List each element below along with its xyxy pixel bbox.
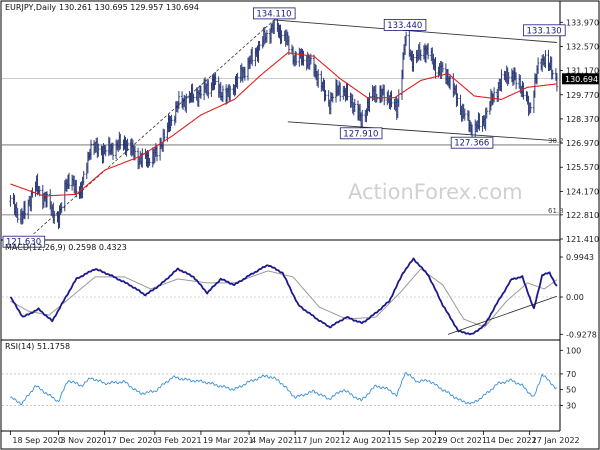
- x-tick-label: 14 Dec 2021: [486, 436, 537, 445]
- price-y-tick-label: 125.570: [566, 163, 599, 172]
- x-tick-label: 27 Jan 2022: [532, 436, 580, 445]
- price-annotation-box-3: [339, 127, 383, 140]
- rsi-y-tick-label: 50: [566, 386, 576, 395]
- channel-upper-line: [274, 19, 557, 43]
- price-annotation-box-5: [2, 235, 46, 248]
- fib-label-61-8: 61.8: [548, 207, 564, 215]
- axes: 133.970 132.570 131.170 129.770 128.370 126.9…: [9, 18, 599, 445]
- price-y-tick-label: 131.170: [566, 67, 599, 76]
- price-annotation-label-1: 133.440: [387, 21, 422, 31]
- rsi-title: RSI(14) 51.1758: [5, 342, 70, 351]
- macd-pane: [2, 257, 559, 336]
- price-annotation-label-5: 121.630: [6, 238, 41, 248]
- price-y-tick-label: 121.410: [566, 235, 599, 244]
- rsi-y-tick-label: 30: [566, 401, 576, 410]
- price-y-tick-label: 128.370: [566, 115, 599, 124]
- x-tick-label: 4 May 2021: [251, 436, 298, 445]
- current-price-tag: [562, 73, 599, 85]
- price-annotation-box-0: [252, 7, 296, 20]
- rsi-pane: [2, 372, 559, 406]
- rsi-y-tick-label: 70: [566, 370, 576, 379]
- price-annotation-box-2: [523, 24, 566, 37]
- price-y-tick-label: 124.170: [566, 187, 599, 196]
- price-y-tick-label: 129.770: [566, 91, 599, 100]
- price-bars: [9, 13, 559, 230]
- rsi-line: [10, 372, 558, 406]
- macd-support-line: [447, 295, 558, 335]
- price-title: EURJPY,Daily: [5, 3, 56, 12]
- price-y-tick-label: 133.970: [566, 18, 599, 27]
- dashed-trend-line: [33, 19, 275, 235]
- moving-average-line: [10, 52, 557, 197]
- watermark: ActionForex.com: [348, 180, 523, 204]
- macd-title: MACD(12,26,9) 0.2598 0.4323: [5, 243, 127, 252]
- price-annotation-label-4: 127.366: [454, 139, 489, 149]
- price-annotation-box-4: [450, 136, 494, 149]
- x-tick-label: 15 Sep 2021: [391, 436, 442, 445]
- x-tick-label: 18 Sep 2020: [12, 436, 63, 445]
- ohlc-header: 130.261 130.695 129.957 130.694: [59, 3, 199, 12]
- macd-y-tick-label: 0.00: [566, 293, 584, 302]
- x-tick-label: 2 Aug 2021: [345, 436, 391, 445]
- price-y-tick-label: 132.570: [566, 42, 599, 51]
- x-tick-label: 3 Nov 2020: [61, 436, 107, 445]
- price-annotation-label-0: 134.110: [256, 9, 291, 19]
- x-tick-label: 3 Feb 2021: [157, 436, 202, 445]
- rsi-y-tick-label: 100: [566, 346, 581, 355]
- x-tick-label: 29 Oct 2021: [437, 436, 486, 445]
- price-y-tick-label: 126.970: [566, 139, 599, 148]
- x-tick-label: 17 Jun 2021: [297, 436, 345, 445]
- channel-lower-line: [287, 121, 557, 142]
- price-annotation-box-1: [383, 18, 427, 31]
- x-tick-label: 19 Mar 2021: [203, 436, 254, 445]
- macd-y-tick-label: -0.9278: [566, 330, 597, 339]
- price-annotation-label-2: 133.130: [527, 26, 562, 36]
- macd-main-line: [9, 257, 558, 336]
- macd-y-tick-label: 0.9943: [566, 253, 594, 262]
- price-annotation-label-3: 127.910: [343, 129, 378, 139]
- current-price-label: 130.694: [565, 75, 598, 84]
- x-tick-label: 17 Dec 2020: [107, 436, 158, 445]
- price-y-tick-label: 122.810: [566, 211, 599, 220]
- price-pane: 38.261.8134.110133.440133.130127.910127.…: [2, 7, 566, 248]
